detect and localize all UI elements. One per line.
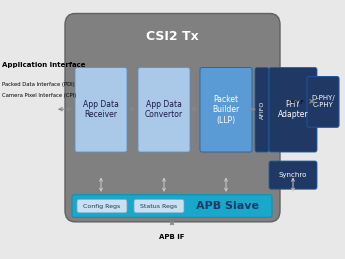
FancyBboxPatch shape	[65, 13, 280, 222]
FancyBboxPatch shape	[134, 199, 184, 213]
Text: Packed Data Interface (PDI): Packed Data Interface (PDI)	[2, 82, 75, 87]
Text: D-PHY/
C-PHY: D-PHY/ C-PHY	[311, 95, 335, 109]
Text: APB IF: APB IF	[159, 234, 185, 240]
Text: PPI IF: PPI IF	[289, 100, 303, 105]
FancyBboxPatch shape	[77, 199, 127, 213]
FancyBboxPatch shape	[269, 68, 317, 152]
Text: PHY
Adapter: PHY Adapter	[278, 100, 308, 119]
FancyBboxPatch shape	[75, 68, 127, 152]
Text: Synchro: Synchro	[279, 172, 307, 178]
FancyBboxPatch shape	[255, 68, 269, 152]
FancyBboxPatch shape	[138, 68, 190, 152]
FancyBboxPatch shape	[307, 77, 339, 127]
Text: Status Regs: Status Regs	[140, 204, 178, 208]
FancyBboxPatch shape	[200, 68, 252, 152]
Text: CSI2 Tx: CSI2 Tx	[146, 30, 198, 44]
Text: App Data
Receiver: App Data Receiver	[83, 100, 119, 119]
Text: Camera Pixel Interface (CPI): Camera Pixel Interface (CPI)	[2, 93, 76, 98]
Text: APB Slave: APB Slave	[197, 201, 259, 211]
Text: App Data
Convertor: App Data Convertor	[145, 100, 183, 119]
FancyBboxPatch shape	[269, 161, 317, 189]
FancyBboxPatch shape	[72, 195, 272, 217]
Text: Application Interface: Application Interface	[2, 62, 86, 68]
Text: Packet
Builder
(LLP): Packet Builder (LLP)	[213, 95, 240, 125]
Text: AFIFO: AFIFO	[259, 100, 265, 119]
Text: Config Regs: Config Regs	[83, 204, 121, 208]
